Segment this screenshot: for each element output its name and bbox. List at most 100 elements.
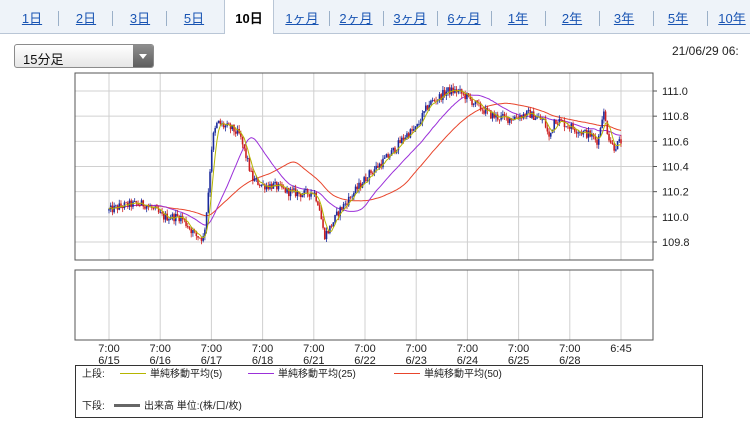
candle — [291, 186, 294, 194]
candle — [216, 121, 218, 129]
candle — [262, 180, 264, 186]
legend-ma50-label: 単純移動平均(50) — [424, 369, 502, 380]
candle — [597, 133, 600, 149]
candle — [382, 155, 384, 170]
candle — [228, 122, 230, 125]
x-tick-time: 7:00 — [98, 343, 119, 355]
candle — [250, 167, 252, 173]
tab-separator — [58, 11, 59, 26]
candle — [272, 181, 275, 189]
volume-panel-frame — [74, 269, 654, 341]
candle — [265, 182, 268, 192]
ma25-swatch — [248, 372, 274, 374]
candle — [377, 162, 379, 169]
x-tick-date: 6/25 — [508, 355, 529, 365]
candle — [548, 128, 550, 141]
candle — [118, 199, 121, 211]
candle — [330, 223, 333, 229]
tab-separator — [653, 11, 654, 26]
candle — [438, 91, 441, 103]
ma50-swatch — [394, 372, 420, 374]
candle — [224, 124, 227, 132]
candle — [558, 115, 561, 127]
candle — [527, 107, 530, 114]
candle — [426, 104, 429, 111]
y-tick-label: 109.8 — [662, 237, 690, 249]
candle — [210, 146, 213, 173]
candle — [519, 112, 521, 122]
candle — [279, 180, 282, 187]
candle — [214, 125, 216, 136]
interval-select[interactable]: 15分足 — [14, 44, 154, 68]
chevron-down-icon[interactable] — [133, 45, 153, 67]
candle — [154, 205, 157, 211]
candle — [385, 153, 388, 158]
candle — [277, 182, 280, 192]
candle — [560, 117, 562, 121]
candle — [419, 118, 422, 126]
candle — [599, 126, 602, 137]
candle — [166, 209, 169, 221]
tab-2m[interactable]: 2ヶ月 — [339, 11, 373, 26]
candle — [596, 136, 598, 149]
candle — [219, 118, 222, 126]
tab-10y[interactable]: 10年 — [718, 11, 746, 26]
candle — [515, 113, 518, 118]
y-tick-label: 110.2 — [662, 187, 689, 199]
tab-1y[interactable]: 1年 — [507, 11, 529, 26]
candle — [618, 136, 621, 143]
candle — [293, 185, 295, 193]
candle — [318, 201, 321, 211]
candle — [591, 129, 593, 141]
chart-legend: 上段: 単純移動平均(5) 単純移動平均(25) 単純移動平均(50) 下段: … — [75, 365, 703, 418]
candle — [603, 108, 605, 124]
candle — [534, 115, 537, 121]
tab-5d[interactable]: 5日 — [183, 11, 205, 26]
candle — [615, 145, 617, 152]
tab-3m[interactable]: 3ヶ月 — [393, 11, 427, 26]
candle — [140, 198, 143, 206]
candle — [180, 212, 182, 225]
candle — [399, 136, 401, 144]
candle — [260, 184, 263, 188]
candle — [409, 128, 412, 139]
tab-separator — [166, 11, 167, 26]
candle — [472, 103, 475, 108]
tab-1d[interactable]: 1日 — [21, 11, 43, 26]
x-tick-time: 7:00 — [508, 343, 529, 355]
candle — [233, 124, 235, 136]
candle — [380, 159, 383, 170]
candle — [329, 225, 331, 235]
ma5-swatch — [120, 372, 146, 374]
volume-swatch — [114, 403, 140, 407]
candle — [178, 214, 181, 224]
tab-3d[interactable]: 3日 — [129, 11, 151, 26]
tab-1m[interactable]: 1ヶ月 — [285, 11, 319, 26]
candle — [452, 83, 454, 96]
candle — [176, 210, 179, 218]
candle — [185, 216, 187, 228]
candle — [286, 185, 288, 195]
candle — [575, 128, 578, 138]
candle — [577, 130, 579, 138]
candle — [531, 111, 533, 120]
candle — [365, 173, 367, 182]
candle — [212, 131, 215, 153]
x-tick-date: 6/15 — [98, 355, 119, 365]
tab-2d[interactable]: 2日 — [75, 11, 97, 26]
tab-6m[interactable]: 6ヶ月 — [447, 11, 481, 26]
candle — [387, 152, 389, 158]
candle — [308, 194, 311, 201]
candle — [368, 169, 371, 185]
candle — [529, 107, 532, 118]
candle — [204, 227, 206, 241]
tab-10d[interactable]: 10日 — [224, 0, 274, 34]
candle — [217, 120, 220, 124]
candle — [604, 109, 607, 122]
tab-3y[interactable]: 3年 — [613, 11, 635, 26]
tab-separator — [383, 11, 384, 26]
tab-2y[interactable]: 2年 — [561, 11, 583, 26]
candle — [169, 214, 172, 221]
candle — [431, 97, 434, 103]
tab-5y[interactable]: 5年 — [667, 11, 689, 26]
